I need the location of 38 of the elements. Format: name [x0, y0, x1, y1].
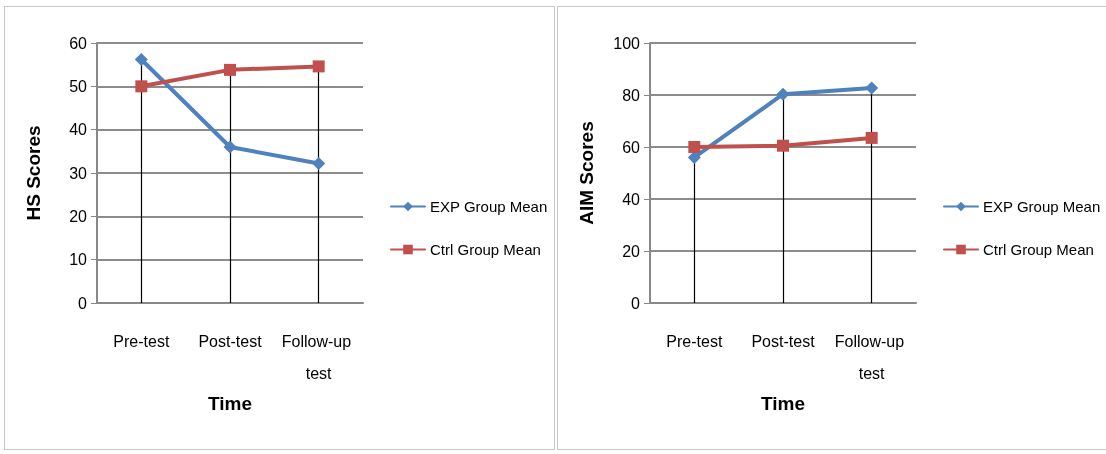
y-tick-label: 60	[622, 138, 641, 156]
point	[135, 80, 148, 93]
point	[688, 141, 701, 153]
y-tick-label: 0	[631, 294, 641, 312]
y-tick-label: 20	[69, 207, 88, 225]
x-tick-label: Post-test	[198, 332, 263, 350]
point	[865, 131, 878, 144]
point	[865, 81, 879, 95]
x-tick-label: Post-test	[751, 332, 816, 350]
y-tick-label: 10	[69, 251, 88, 269]
point	[312, 156, 326, 170]
point	[224, 63, 236, 76]
y-axis-title: HS Scores	[23, 125, 44, 221]
legend-label: Ctrl Group Mean	[983, 241, 1094, 258]
legend-label: Ctrl Group Mean	[430, 241, 541, 258]
x-tick-label: Pre-test	[113, 332, 170, 350]
x-tick-label: Pre-test	[666, 332, 723, 350]
legend-label: EXP Group Mean	[983, 198, 1101, 215]
x-tick-label: Follow-up test	[281, 332, 356, 382]
x-axis-title: Time	[760, 392, 806, 414]
y-tick-label: 50	[69, 77, 88, 95]
y-tick-label: 40	[622, 190, 641, 208]
legend-label: EXP Group Mean	[430, 198, 548, 215]
point	[134, 52, 148, 66]
point	[223, 140, 237, 154]
y-tick-label: 20	[622, 242, 641, 260]
y-tick-label: 60	[69, 34, 88, 52]
y-tick-label: 30	[69, 164, 88, 182]
point	[776, 87, 790, 101]
y-axis-title: AIM Scores	[576, 121, 597, 225]
x-axis-title: Time	[207, 392, 253, 414]
x-tick-label: Follow-up test	[834, 332, 909, 382]
point	[777, 139, 789, 152]
y-tick-label: 80	[622, 86, 641, 104]
y-tick-label: 100	[613, 34, 641, 52]
point	[312, 60, 325, 73]
y-tick-label: 0	[78, 294, 88, 312]
y-tick-label: 40	[69, 121, 88, 139]
